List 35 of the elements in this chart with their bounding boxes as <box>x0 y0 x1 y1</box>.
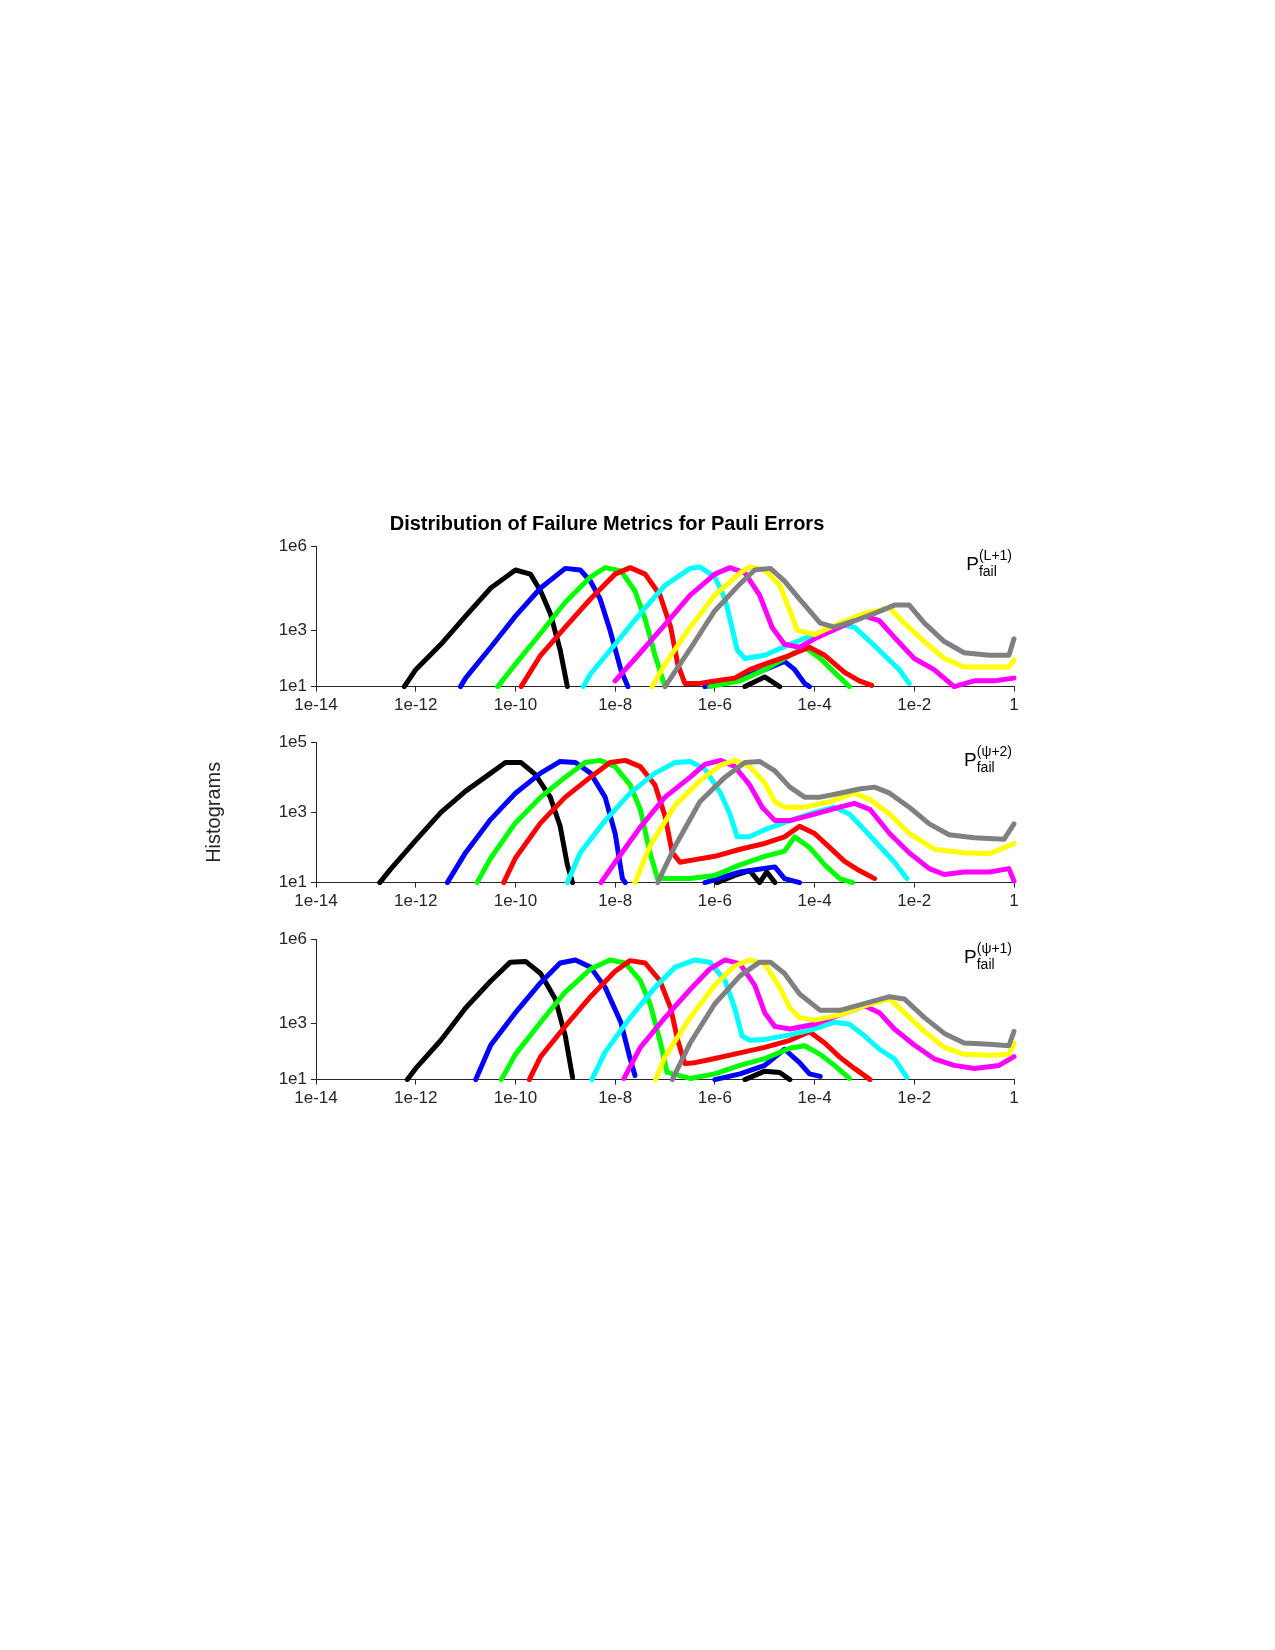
x-tick-label: 1e-2 <box>897 695 932 715</box>
x-tick-label: 1e-14 <box>294 695 338 715</box>
x-tick-label: 1 <box>1009 695 1019 715</box>
x-tick-label: 1e-14 <box>294 1088 338 1108</box>
x-tick-label: 1e-8 <box>598 1088 633 1108</box>
y-tick-label: 1e1 <box>278 872 307 892</box>
y-tick-label: 1e3 <box>278 620 307 640</box>
x-tick-label: 1 <box>1009 891 1019 911</box>
y-tick-label: 1e5 <box>278 731 307 751</box>
x-tick-label: 1e-10 <box>493 1088 538 1108</box>
x-tick-label: 1e-6 <box>697 891 732 911</box>
x-tick-label: 1e-6 <box>697 1088 732 1108</box>
y-tick-label: 1e6 <box>278 535 307 555</box>
x-tick-label: 1e-4 <box>797 1088 832 1108</box>
x-tick-label: 1e-2 <box>897 1088 932 1108</box>
x-tick-label: 1e-14 <box>294 891 338 911</box>
chart-title: Distribution of Failure Metrics for Pauli Errors <box>389 511 825 534</box>
y-tick-label: 1e1 <box>278 1069 307 1089</box>
x-tick-label: 1e-2 <box>897 891 932 911</box>
x-tick-label: 1e-4 <box>797 891 832 911</box>
x-tick-label: 1e-6 <box>697 695 732 715</box>
y-tick-label: 1e3 <box>278 801 307 821</box>
y-tick-label: 1e6 <box>278 928 307 948</box>
x-tick-label: 1e-12 <box>393 1088 438 1108</box>
x-tick-label: 1e-4 <box>797 695 832 715</box>
x-tick-label: 1e-8 <box>598 695 633 715</box>
x-tick-label: 1e-8 <box>598 891 633 911</box>
x-tick-label: 1e-10 <box>493 891 538 911</box>
y-tick-label: 1e3 <box>278 1013 307 1033</box>
y-axis-title: Histograms <box>201 761 224 863</box>
x-tick-label: 1e-12 <box>393 891 438 911</box>
y-tick-label: 1e1 <box>278 676 307 696</box>
x-tick-label: 1e-12 <box>393 695 438 715</box>
x-tick-label: 1e-10 <box>493 695 538 715</box>
x-tick-label: 1 <box>1009 1088 1019 1108</box>
